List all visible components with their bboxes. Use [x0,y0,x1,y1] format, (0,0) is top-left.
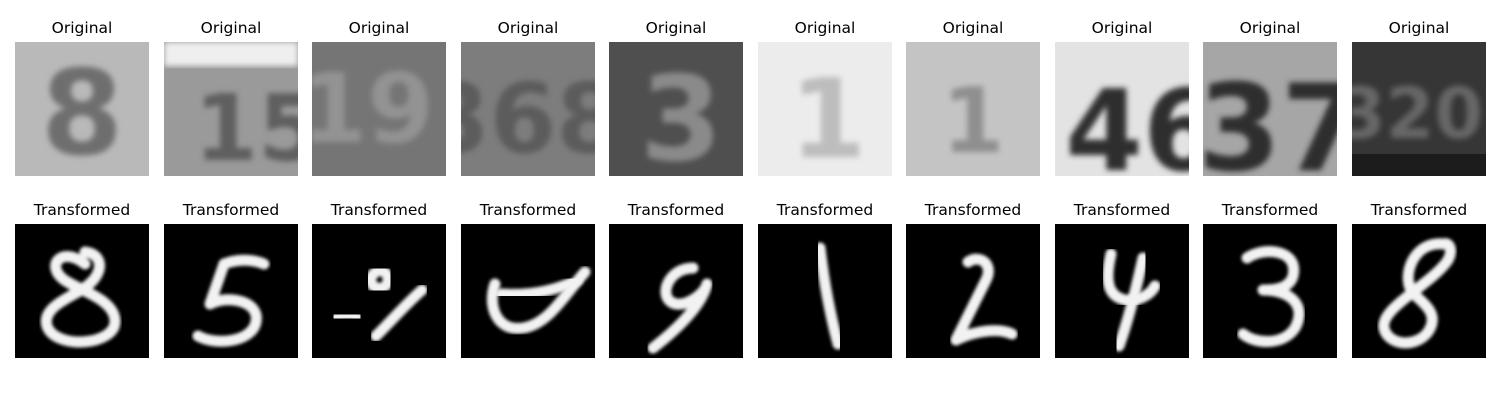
original-image-2: 15 [164,42,298,176]
transformed-stroke-5-1 [647,262,713,354]
transformed-title-5: Transformed [627,201,725,219]
transformed-image-8 [1055,224,1189,358]
original-digit-text-1: 8 [41,44,123,176]
transformed-image-4 [461,224,595,358]
original-row: Original 8 Original 15 Original 19 Origi… [0,18,1500,178]
transformed-cell-1: Transformed [15,200,149,360]
transformed-cell-8: Transformed [1055,200,1189,360]
transformed-image-2 [164,224,298,358]
original-title-6: Original [794,19,856,37]
transformed-title-9: Transformed [1221,201,1319,219]
transformed-stroke-8-2 [1113,252,1149,352]
transformed-title-2: Transformed [182,201,280,219]
original-image-5: 3 [609,42,743,176]
transformed-stroke-7-1 [950,253,1018,346]
original-title-8: Original [1091,19,1153,37]
transformed-cell-9: Transformed [1203,200,1337,360]
original-image-3: 19 [312,42,446,176]
transformed-image-7 [906,224,1040,358]
transformed-stroke-6-1 [814,242,844,350]
transformed-image-9 [1203,224,1337,358]
original-image-4: 368 [461,42,595,176]
transformed-cell-4: Transformed [461,200,595,360]
transformed-image-6 [758,224,892,358]
original-image-10: 320 [1352,42,1486,176]
original-cell-5: Original 3 [609,18,743,178]
transformed-cell-7: Transformed [906,200,1040,360]
original-title-10: Original [1388,19,1450,37]
original-cell-8: Original 46 [1055,18,1189,178]
original-image-6: 1 [758,42,892,176]
transformed-title-8: Transformed [1073,201,1171,219]
original-image-8: 46 [1055,42,1189,176]
transformed-cell-5: Transformed [609,200,743,360]
original-title-7: Original [942,19,1004,37]
transformed-cell-3: Transformed [312,200,446,360]
original-digit-text-7: 1 [942,69,1005,174]
original-image-9: 37 [1203,42,1337,176]
original-image-7: 1 [906,42,1040,176]
transformed-stroke-9-1 [1237,246,1305,348]
transformed-image-1 [15,224,149,358]
original-digit-text-6: 1 [790,55,867,176]
transformed-image-3 [312,224,446,358]
original-digit-text-10: 320 [1352,73,1483,155]
transformed-cell-2: Transformed [164,200,298,360]
original-title-5: Original [645,19,707,37]
transformed-row: Transformed Transformed Transformed Tran… [0,200,1500,360]
original-cell-6: Original 1 [758,18,892,178]
transformed-stroke-3-3 [370,284,428,342]
original-digit-text-8: 46 [1065,67,1189,176]
transformed-stroke-4-1 [486,266,591,334]
original-digit-text-3: 19 [312,53,434,165]
transformed-title-1: Transformed [33,201,131,219]
original-cell-3: Original 19 [312,18,446,178]
transformed-cell-10: Transformed [1352,200,1486,360]
original-digit-text-9: 37 [1203,60,1337,176]
transformed-stroke-3-2 [330,309,364,324]
original-cell-1: Original 8 [15,18,149,178]
original-title-9: Original [1239,19,1301,37]
original-cell-4: Original 368 [461,18,595,178]
original-cell-2: Original 15 [164,18,298,178]
original-image-1: 8 [15,42,149,176]
original-cell-9: Original 37 [1203,18,1337,178]
original-digit-text-2: 15 [194,75,298,176]
transformed-title-7: Transformed [924,201,1022,219]
transformed-stroke-8-1 [1102,248,1161,306]
transformed-stroke-3-1 [364,265,394,294]
transformed-title-3: Transformed [330,201,428,219]
original-digit-text-4: 368 [461,63,595,175]
original-title-3: Original [348,19,410,37]
original-title-2: Original [200,19,262,37]
transformed-image-5 [609,224,743,358]
transformed-title-10: Transformed [1370,201,1468,219]
original-digit-text-5: 3 [640,50,722,176]
original-title-4: Original [497,19,559,37]
transformed-image-10 [1352,224,1486,358]
original-title-1: Original [51,19,113,37]
transformed-stroke-2-1 [192,254,270,347]
original-cell-10: Original 320 [1352,18,1486,178]
transformed-stroke-10-1 [1378,238,1456,349]
transformed-title-4: Transformed [479,201,577,219]
original-cell-7: Original 1 [906,18,1040,178]
transformed-cell-6: Transformed [758,200,892,360]
transformed-title-6: Transformed [776,201,874,219]
transformed-stroke-4-2 [495,274,583,300]
transformed-stroke-1-1 [40,246,121,348]
